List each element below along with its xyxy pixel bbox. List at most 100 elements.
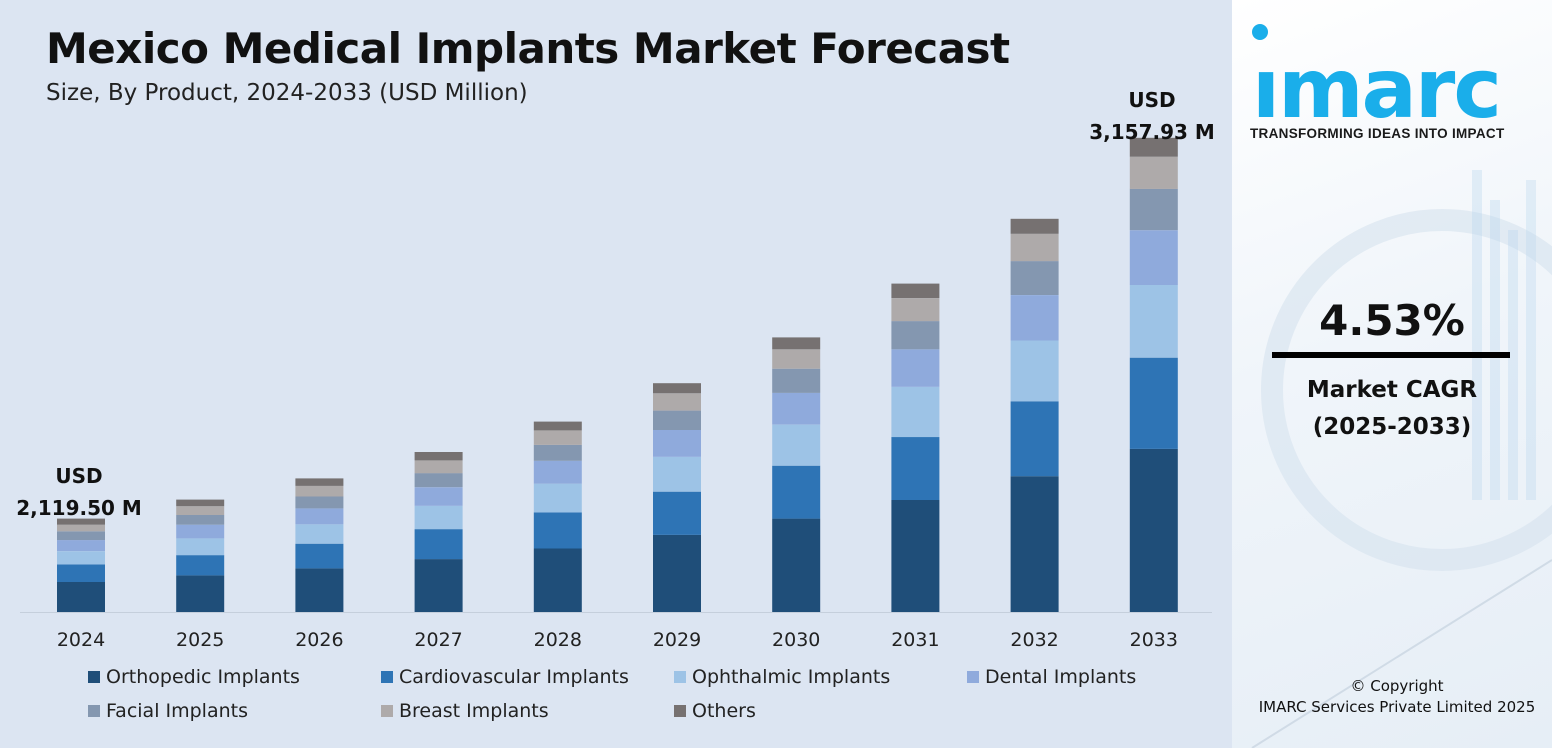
bar-segment-2024-orthopedic-implants: [57, 582, 105, 612]
legend-item-facial-implants: Facial Implants: [88, 700, 248, 722]
bar-segment-2024-cardiovascular-implants: [57, 564, 105, 582]
bar-segment-2032-cardiovascular-implants: [1010, 401, 1059, 477]
bar-segment-2026-dental-implants: [295, 508, 344, 525]
bar-segment-2028-ophthalmic-implants: [533, 483, 582, 513]
x-tick-label-2025: 2025: [176, 629, 224, 651]
bar-segment-2027-ophthalmic-implants: [414, 505, 463, 530]
bar-segment-2027-others: [414, 452, 463, 461]
x-tick-label-2028: 2028: [534, 629, 582, 651]
bar-segment-2033-orthopedic-implants: [1129, 448, 1178, 612]
chart-subtitle: Size, By Product, 2024-2033 (USD Million…: [46, 80, 528, 106]
legend-item-ophthalmic-implants: Ophthalmic Implants: [674, 666, 890, 688]
cagr-label-line2: (2025-2033): [1312, 414, 1472, 440]
bar-segment-2027-facial-implants: [414, 473, 463, 488]
bar-segment-2029-orthopedic-implants: [653, 534, 701, 612]
cagr-value: 4.53%: [1319, 296, 1465, 345]
legend-label: Others: [692, 700, 756, 722]
x-tick-label-2033: 2033: [1130, 629, 1178, 651]
start-value-currency: USD: [55, 464, 103, 488]
bar-segment-2030-others: [772, 337, 821, 350]
bar-segment-2031-others: [891, 283, 940, 299]
bar-segment-2033-facial-implants: [1129, 188, 1178, 231]
bar-segment-2025-cardiovascular-implants: [176, 555, 225, 576]
bar-segment-2026-facial-implants: [295, 496, 344, 509]
bar-segment-2029-cardiovascular-implants: [653, 491, 701, 535]
bar-segment-2032-breast-implants: [1010, 233, 1059, 262]
bar-segment-2028-dental-implants: [533, 460, 582, 484]
x-tick-label-2030: 2030: [772, 629, 820, 651]
bar-segment-2029-breast-implants: [653, 393, 701, 411]
bar-segment-2028-breast-implants: [533, 430, 582, 445]
start-value-callout: USD 2,119.50 M: [14, 460, 144, 524]
bar-segment-2033-ophthalmic-implants: [1129, 284, 1178, 358]
legend-label: Facial Implants: [106, 700, 248, 722]
legend-swatch: [88, 671, 100, 683]
bar-segment-2030-dental-implants: [772, 392, 821, 425]
legend-item-breast-implants: Breast Implants: [381, 700, 549, 722]
bar-segment-2025-ophthalmic-implants: [176, 538, 225, 556]
bar-segment-2025-breast-implants: [176, 506, 225, 515]
copyright-line2: IMARC Services Private Limited 2025: [1258, 698, 1536, 716]
bar-segment-2027-cardiovascular-implants: [414, 529, 463, 560]
bar-segment-2024-ophthalmic-implants: [57, 551, 105, 565]
bar-segment-2029-dental-implants: [653, 429, 701, 457]
bar-segment-2031-breast-implants: [891, 298, 940, 322]
bar-segment-2024-dental-implants: [57, 540, 105, 552]
imarc-logo: ımarc: [1252, 24, 1502, 132]
x-tick-label-2027: 2027: [414, 629, 462, 651]
bar-segment-2025-facial-implants: [176, 515, 225, 525]
bar-segment-2025-others: [176, 499, 225, 507]
legend-label: Breast Implants: [399, 700, 549, 722]
chart-panel: Mexico Medical Implants Market Forecast …: [0, 0, 1232, 748]
bar-segment-2030-orthopedic-implants: [772, 518, 821, 612]
bar-segment-2032-facial-implants: [1010, 261, 1059, 295]
legend-swatch: [381, 671, 393, 683]
legend-label: Cardiovascular Implants: [399, 666, 629, 688]
start-value-amount: 2,119.50 M: [16, 496, 142, 520]
end-value-callout: USD 3,157.93 M: [1086, 84, 1218, 148]
bar-segment-2031-facial-implants: [891, 321, 940, 350]
bar-segment-2029-ophthalmic-implants: [653, 456, 701, 492]
bar-segment-2033-dental-implants: [1129, 230, 1178, 285]
bar-segment-2024-facial-implants: [57, 531, 105, 541]
bar-segment-2033-breast-implants: [1129, 156, 1178, 189]
bar-segment-2030-breast-implants: [772, 349, 821, 369]
end-value-currency: USD: [1128, 88, 1176, 112]
cagr-label-line1: Market CAGR: [1306, 377, 1478, 403]
bar-segment-2026-cardiovascular-implants: [295, 543, 344, 569]
x-tick-label-2032: 2032: [1010, 629, 1058, 651]
x-tick-label-2024: 2024: [57, 629, 105, 651]
background-decoration: [1251, 170, 1552, 748]
copyright-notice: © Copyright IMARC Services Private Limit…: [1232, 676, 1552, 718]
bar-segment-2025-dental-implants: [176, 524, 225, 539]
bar-segment-2031-cardiovascular-implants: [891, 437, 940, 500]
legend-swatch: [88, 705, 100, 717]
bar-segment-2032-dental-implants: [1010, 295, 1059, 341]
legend-label: Dental Implants: [985, 666, 1137, 688]
stacked-bar-chart: 2024 2025 2026 2027 2028 2029 2030 2031 2032 2033: [20, 137, 1212, 651]
x-tick-label-2026: 2026: [295, 629, 343, 651]
bar-segment-2027-breast-implants: [414, 460, 463, 474]
legend-item-orthopedic-implants: Orthopedic Implants: [88, 666, 300, 688]
chart-title: Mexico Medical Implants Market Forecast: [46, 24, 1010, 73]
bar-segment-2029-others: [653, 383, 701, 394]
legend-label: Orthopedic Implants: [106, 666, 300, 688]
bar-segment-2025-orthopedic-implants: [176, 575, 225, 612]
bar-segment-2031-dental-implants: [891, 349, 940, 387]
bar-segment-2028-orthopedic-implants: [533, 548, 582, 612]
bar-segment-2030-cardiovascular-implants: [772, 465, 821, 519]
bar-segment-2029-facial-implants: [653, 410, 701, 430]
legend-swatch: [674, 671, 686, 683]
cagr-divider: [1272, 352, 1510, 358]
bar-segment-2024-others: [57, 518, 105, 525]
bar-segment-2028-others: [533, 421, 582, 431]
legend-swatch: [674, 705, 686, 717]
bar-segment-2032-others: [1010, 218, 1059, 234]
bar-segment-2026-ophthalmic-implants: [295, 524, 344, 544]
bar-segment-2026-orthopedic-implants: [295, 568, 344, 612]
legend-swatch: [381, 705, 393, 717]
svg-text:ımarc: ımarc: [1252, 42, 1500, 132]
bar-segment-2033-cardiovascular-implants: [1129, 357, 1178, 449]
brand-side-panel: ımarc TRANSFORMING IDEAS INTO IMPACT 4.5…: [1232, 0, 1552, 748]
bar-segment-2030-ophthalmic-implants: [772, 424, 821, 466]
